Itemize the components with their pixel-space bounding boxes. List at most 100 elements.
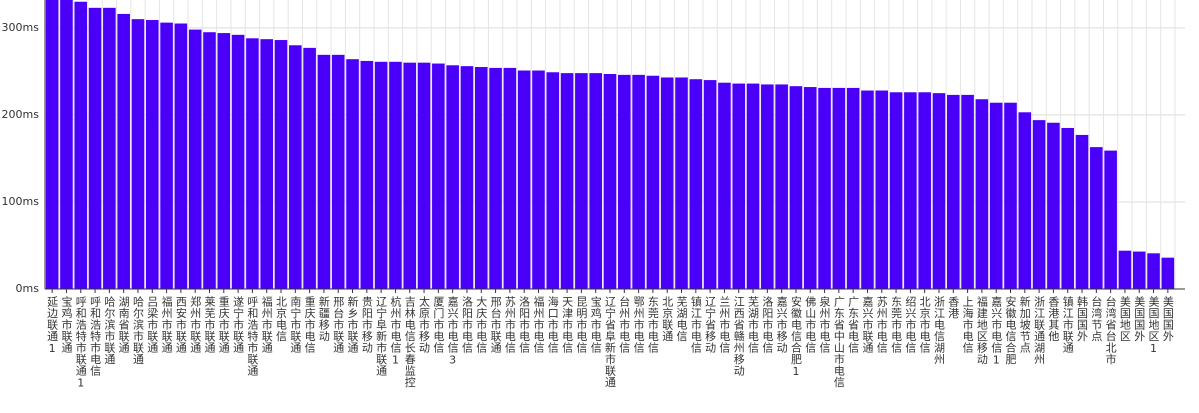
- bar: [618, 74, 631, 289]
- x-tick-label: 浙江电信湖州: [932, 296, 945, 365]
- bar: [904, 92, 917, 289]
- bar: [417, 62, 431, 289]
- x-tick-label: 东莞市电信: [890, 296, 903, 354]
- bar: [60, 0, 73, 289]
- x-tick-label: 美国地区1: [1147, 296, 1160, 356]
- bar: [703, 80, 717, 289]
- x-tick-label: 浙江联通湖州: [1033, 296, 1046, 365]
- bar: [260, 39, 274, 289]
- x-tick-label: 兰州市电信: [718, 296, 731, 354]
- x-tick-label: 北京联通: [661, 296, 674, 342]
- x-tick-label: 邢台市联通: [489, 296, 502, 354]
- bar: [732, 83, 746, 289]
- y-tick-label: 200ms: [2, 108, 40, 121]
- x-tick-label: 香港: [947, 296, 960, 319]
- bar: [675, 77, 688, 289]
- bar: [403, 62, 417, 289]
- x-tick-label: 洛阳市电信: [761, 295, 774, 354]
- y-tick-label: 100ms: [2, 195, 40, 208]
- bar: [932, 93, 946, 289]
- x-tick-label: 香港其他: [1047, 296, 1060, 342]
- x-tick-label: 苏州市电信: [503, 296, 516, 354]
- x-tick-label: 江西省赣州移动: [732, 296, 745, 377]
- x-tick-label: 新乡市联通: [346, 295, 359, 354]
- x-tick-label: 芜湖电信: [675, 295, 688, 343]
- x-tick-label: 安徽电信合肥1: [789, 295, 802, 379]
- bar: [188, 29, 202, 289]
- bar: [74, 1, 88, 289]
- bar: [460, 66, 474, 289]
- x-tick-label: 湖南省联通: [117, 296, 130, 354]
- x-tick-label: 镇江市电信: [689, 295, 702, 354]
- x-tick-label: 太原市移动: [418, 296, 431, 354]
- bar: [474, 67, 488, 289]
- x-tick-label: 厦门市电信: [432, 296, 445, 354]
- bar: [1061, 127, 1075, 289]
- bar: [88, 7, 102, 289]
- y-tick-label: 300ms: [2, 21, 40, 34]
- x-tick-label: 北京市电信: [918, 296, 931, 354]
- bar: [603, 73, 617, 289]
- x-tick-label: 洛阳市电信: [460, 295, 473, 354]
- x-tick-label: 美国国外: [1133, 296, 1146, 343]
- x-tick-label: 佛山市电信: [804, 296, 817, 354]
- x-tick-label: 台湾省台北市: [1104, 295, 1117, 366]
- x-tick-label: 上海市电信: [961, 296, 974, 354]
- x-tick-label: 重庆市电信: [303, 295, 316, 354]
- bar: [1032, 120, 1046, 289]
- x-tick-label: 宝鸡市电信: [589, 295, 602, 354]
- bar: [803, 87, 817, 289]
- x-tick-label: 福州市联通: [260, 295, 273, 354]
- x-tick-label: 台湾节点: [1090, 295, 1103, 343]
- bar: [1132, 251, 1146, 289]
- x-tick-label: 嘉兴市电信3: [446, 295, 459, 367]
- x-tick-label: 吕梁市联通: [146, 296, 159, 354]
- bar: [1047, 122, 1060, 289]
- bar: [117, 13, 130, 289]
- x-tick-label: 洛阳市电信: [518, 295, 531, 354]
- bar: [775, 84, 788, 289]
- x-tick-label: 哈尔滨市联通: [131, 296, 144, 365]
- bar: [217, 33, 231, 289]
- x-tick-label: 嘉兴市电信1: [990, 295, 1003, 367]
- x-tick-label: 美国地区: [1118, 296, 1131, 342]
- bar: [1018, 112, 1032, 289]
- bar: [1090, 147, 1103, 289]
- bar: [889, 92, 903, 289]
- x-tick-label: 呼和浩特市电信: [89, 296, 102, 377]
- bar: [360, 60, 374, 289]
- x-tick-label: 延边联通1: [46, 296, 59, 356]
- x-tick-label: 吉林电信长春监控: [403, 296, 416, 388]
- bar: [503, 67, 517, 289]
- x-tick-label: 新加坡节点: [1018, 295, 1031, 354]
- bar: [374, 61, 388, 289]
- bar: [746, 83, 760, 289]
- x-tick-label: 贵阳市移动: [360, 296, 373, 354]
- x-tick-label: 辽宁阜新市联通: [375, 296, 388, 377]
- bar: [818, 87, 831, 289]
- x-tick-label: 福州市联通: [160, 295, 173, 354]
- x-tick-label: 芜湖市电信: [747, 295, 760, 354]
- bar: [331, 54, 345, 289]
- x-tick-label: 广东省中山市电信: [832, 296, 845, 389]
- x-tick-label: 台州市电信: [618, 295, 631, 354]
- bar: [446, 65, 459, 289]
- bar: [660, 77, 674, 289]
- x-tick-label: 杭州市电信1: [389, 295, 402, 367]
- bar: [145, 20, 159, 289]
- bar: [689, 79, 703, 289]
- x-tick-label: 北京电信: [275, 296, 288, 343]
- bar: [946, 94, 960, 289]
- bar: [317, 54, 331, 289]
- bar: [961, 94, 974, 289]
- x-tick-label: 辽宁省阜新市联通: [604, 296, 617, 388]
- bar: [789, 86, 803, 289]
- bar: [1118, 250, 1132, 289]
- bar: [231, 34, 245, 289]
- x-tick-label: 东莞市电信: [646, 296, 659, 354]
- x-tick-label: 郑州市联通: [189, 295, 202, 354]
- bar: [832, 87, 846, 289]
- bar: [989, 102, 1003, 289]
- bar: [203, 32, 216, 289]
- bar: [632, 74, 645, 289]
